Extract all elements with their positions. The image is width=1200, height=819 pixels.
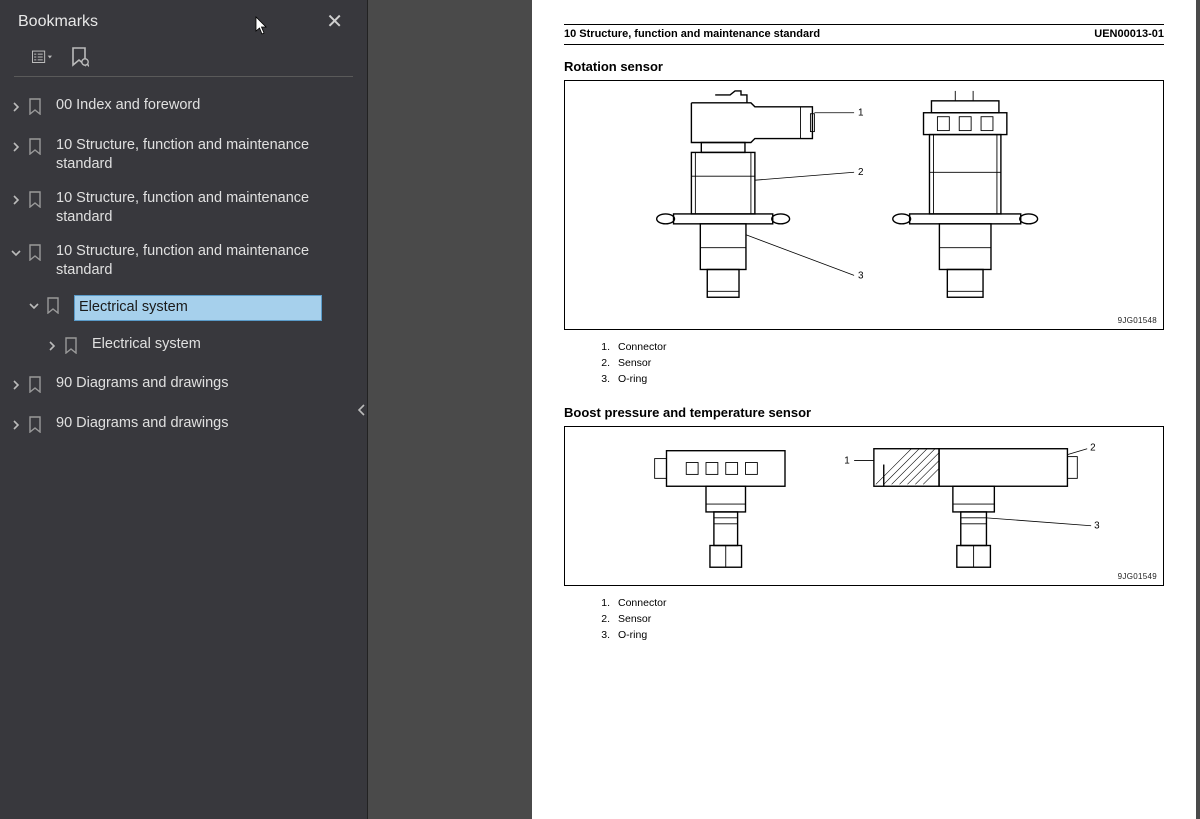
legend-item: 1. Connector bbox=[588, 340, 1164, 356]
bookmark-item[interactable]: 00 Index and foreword bbox=[8, 89, 367, 129]
callout-num: 1 bbox=[858, 108, 864, 119]
find-bookmark-icon[interactable] bbox=[70, 48, 90, 66]
chevron-right-icon[interactable] bbox=[8, 139, 24, 159]
figure-ref: 9JG01549 bbox=[1118, 572, 1157, 581]
bookmarks-panel: Bookmarks ✕ 00 Index and bbox=[0, 0, 368, 819]
bookmark-icon bbox=[28, 376, 48, 400]
legend-text: Connector bbox=[618, 596, 666, 612]
bookmark-icon bbox=[28, 244, 48, 268]
sidebar-toolbar bbox=[14, 42, 353, 77]
legend-text: Connector bbox=[618, 340, 666, 356]
chevron-down-icon[interactable] bbox=[26, 298, 42, 318]
legend-num: 2. bbox=[588, 612, 610, 628]
view-options-icon[interactable] bbox=[32, 48, 52, 66]
figure-ref: 9JG01548 bbox=[1118, 316, 1157, 325]
bookmark-label: Electrical system bbox=[74, 295, 322, 321]
bookmark-item[interactable]: 10 Structure, function and maintenance s… bbox=[8, 182, 367, 235]
bookmark-icon bbox=[28, 191, 48, 215]
document-viewport[interactable]: 10 Structure, function and maintenance s… bbox=[368, 0, 1200, 819]
legend-text: Sensor bbox=[618, 612, 651, 628]
callout-num: 1 bbox=[844, 456, 849, 467]
pdf-page: 10 Structure, function and maintenance s… bbox=[532, 0, 1196, 819]
legend: 1. Connector 2. Sensor 3. O-ring bbox=[588, 596, 1164, 643]
section-title: Boost pressure and temperature sensor bbox=[564, 405, 1164, 420]
chevron-right-icon[interactable] bbox=[8, 417, 24, 437]
bookmark-icon bbox=[28, 98, 48, 122]
bookmark-item[interactable]: 90 Diagrams and drawings bbox=[8, 407, 367, 447]
legend-num: 3. bbox=[588, 628, 610, 644]
header-left: 10 Structure, function and maintenance s… bbox=[564, 28, 820, 40]
legend-item: 2. Sensor bbox=[588, 612, 1164, 628]
panel-title: Bookmarks bbox=[18, 13, 98, 31]
bookmark-item[interactable]: 90 Diagrams and drawings bbox=[8, 367, 367, 407]
legend-text: Sensor bbox=[618, 356, 651, 372]
callout-num: 3 bbox=[1094, 521, 1100, 532]
header-right: UEN00013-01 bbox=[1094, 28, 1164, 40]
sidebar-header: Bookmarks ✕ bbox=[0, 0, 367, 42]
bookmark-icon bbox=[28, 138, 48, 162]
legend-item: 1. Connector bbox=[588, 596, 1164, 612]
bookmark-label: 90 Diagrams and drawings bbox=[56, 414, 228, 434]
section-title: Rotation sensor bbox=[564, 59, 1164, 74]
legend-text: O-ring bbox=[618, 372, 647, 388]
legend-item: 3. O-ring bbox=[588, 372, 1164, 388]
chevron-down-icon[interactable] bbox=[8, 245, 24, 265]
bookmark-label: 00 Index and foreword bbox=[56, 96, 200, 116]
legend-num: 3. bbox=[588, 372, 610, 388]
bookmark-icon bbox=[64, 337, 84, 361]
legend-text: O-ring bbox=[618, 628, 647, 644]
legend-num: 1. bbox=[588, 596, 610, 612]
bookmark-tree: 00 Index and foreword 10 Structure, funct… bbox=[0, 85, 367, 446]
diagram-rotation-sensor: 1 2 3 bbox=[564, 80, 1164, 330]
bookmark-label: 90 Diagrams and drawings bbox=[56, 374, 228, 394]
legend-num: 2. bbox=[588, 356, 610, 372]
chevron-right-icon[interactable] bbox=[8, 99, 24, 119]
bookmark-label: 10 Structure, function and maintenance s… bbox=[56, 189, 363, 228]
bookmark-label: 10 Structure, function and maintenance s… bbox=[56, 242, 363, 281]
callout-num: 2 bbox=[858, 167, 864, 178]
bookmark-icon bbox=[46, 297, 66, 321]
bookmark-item[interactable]: Electrical system bbox=[8, 288, 367, 328]
bookmark-label: 10 Structure, function and maintenance s… bbox=[56, 136, 363, 175]
callout-num: 3 bbox=[858, 270, 864, 281]
bookmark-item[interactable]: 10 Structure, function and maintenance s… bbox=[8, 129, 367, 182]
collapse-panel-icon[interactable] bbox=[354, 397, 368, 423]
legend-item: 3. O-ring bbox=[588, 628, 1164, 644]
bookmark-icon bbox=[28, 416, 48, 440]
bookmark-item[interactable]: 10 Structure, function and maintenance s… bbox=[8, 235, 367, 288]
page-header: 10 Structure, function and maintenance s… bbox=[564, 24, 1164, 45]
legend-item: 2. Sensor bbox=[588, 356, 1164, 372]
close-icon[interactable]: ✕ bbox=[320, 12, 349, 32]
chevron-right-icon[interactable] bbox=[8, 377, 24, 397]
callout-num: 2 bbox=[1090, 443, 1095, 454]
legend: 1. Connector 2. Sensor 3. O-ring bbox=[588, 340, 1164, 387]
chevron-right-icon[interactable] bbox=[44, 338, 60, 358]
bookmark-item[interactable]: Electrical system bbox=[8, 328, 367, 368]
bookmark-label: Electrical system bbox=[92, 335, 201, 355]
legend-num: 1. bbox=[588, 340, 610, 356]
diagram-boost-sensor: 1 2 3 9JG01549 bbox=[564, 426, 1164, 586]
chevron-right-icon[interactable] bbox=[8, 192, 24, 212]
